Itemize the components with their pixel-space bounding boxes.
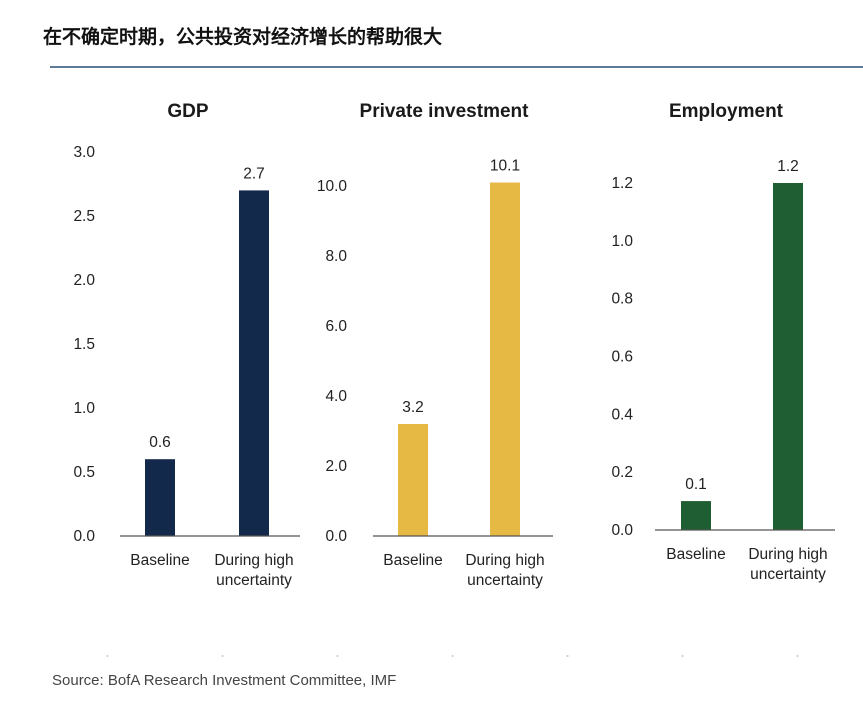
y-tick-label: 6.0 — [325, 318, 347, 335]
bar-baseline — [398, 424, 428, 536]
category-label: During high uncertainty — [214, 552, 293, 589]
chart-title-0: GDP — [167, 101, 209, 122]
data-label: 0.1 — [685, 476, 707, 493]
y-tick-label: 0.8 — [611, 291, 633, 308]
title-divider — [50, 66, 863, 68]
data-label: 2.7 — [243, 165, 265, 182]
y-tick-label: 8.0 — [325, 248, 347, 265]
category-label: Baseline — [130, 552, 189, 569]
category-label: During high uncertainty — [748, 546, 827, 583]
chart-title-1: Private investment — [360, 101, 530, 122]
y-tick-label: 0.2 — [611, 464, 633, 481]
page-title: 在不确定时期，公共投资对经济增长的帮助很大 — [43, 26, 443, 48]
y-tick-label: 3.0 — [73, 144, 95, 161]
bar-high-uncertainty — [773, 183, 803, 530]
y-tick-label: 0.0 — [325, 528, 347, 545]
bar-high-uncertainty — [239, 190, 269, 536]
data-label: 10.1 — [490, 158, 520, 175]
bar-high-uncertainty — [490, 182, 520, 536]
bar-baseline — [681, 501, 711, 530]
y-tick-label: 0.5 — [73, 464, 95, 481]
data-label: 0.6 — [149, 434, 171, 451]
y-tick-label: 0.0 — [73, 528, 95, 545]
y-tick-label: 0.6 — [611, 349, 633, 366]
y-tick-label: 10.0 — [317, 178, 348, 195]
y-tick-label: 2.0 — [73, 272, 95, 289]
category-label: Baseline — [383, 552, 442, 569]
bar-baseline — [145, 459, 175, 536]
source-note: Source: BofA Research Investment Committ… — [52, 672, 397, 689]
category-label: During high uncertainty — [465, 552, 544, 589]
data-label: 1.2 — [777, 158, 799, 175]
y-tick-label: 1.2 — [611, 175, 633, 192]
chart-title-2: Employment — [669, 101, 784, 122]
y-tick-label: 0.4 — [611, 406, 633, 423]
footer-dotted-divider — [50, 655, 863, 657]
y-tick-label: 1.5 — [73, 336, 95, 353]
y-tick-label: 4.0 — [325, 388, 347, 405]
charts-area: GDP 0.0 0.5 1.0 1.5 2.0 2.5 3.0 0.6 Baseline 2.7 Du… — [73, 101, 835, 589]
y-tick-label: 1.0 — [611, 233, 633, 250]
data-label: 3.2 — [402, 399, 424, 416]
y-tick-label: 0.0 — [611, 522, 633, 539]
y-tick-label: 1.0 — [73, 400, 95, 417]
category-label: Baseline — [666, 546, 725, 563]
y-tick-label: 2.5 — [73, 208, 95, 225]
y-tick-label: 2.0 — [325, 458, 347, 475]
